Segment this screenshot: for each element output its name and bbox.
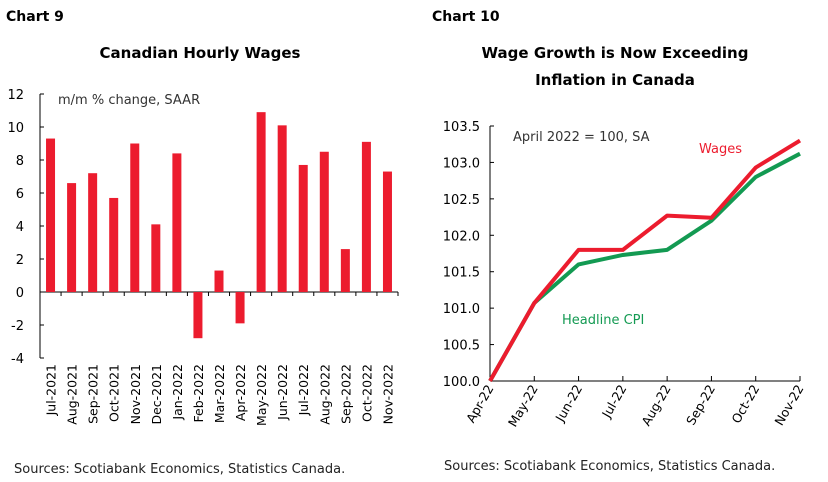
- y-tick-label: 103.0: [443, 156, 480, 171]
- y-tick-label: 10: [7, 121, 24, 136]
- x-tick-label: Aug-22: [638, 382, 673, 428]
- series-line-wages: [488, 138, 802, 382]
- y-tick-label: 102.5: [443, 193, 480, 208]
- x-tick-label: Nov-22: [771, 382, 806, 428]
- x-tick-label: Apr-2022: [233, 364, 248, 421]
- y-tick-label: 102.0: [443, 229, 480, 244]
- x-tick-label: Jun-22: [552, 382, 585, 425]
- chart-annotation: April 2022 = 100, SA: [513, 130, 650, 145]
- x-tick-label: Feb-2022: [191, 364, 206, 422]
- y-tick-label: 101.0: [443, 302, 480, 317]
- x-tick-label: Jul-2022: [296, 364, 311, 416]
- x-tick-label: Mar-2022: [212, 364, 227, 423]
- chart-annotation: m/m % change, SAAR: [58, 93, 200, 108]
- bar-jul-2021: [46, 138, 56, 292]
- y-tick-label: 8: [16, 154, 24, 169]
- x-tick-label: Nov-2021: [128, 364, 143, 424]
- y-tick-label: 100.5: [443, 339, 480, 354]
- x-tick-label: Sep-22: [683, 382, 718, 428]
- y-tick-label: 103.5: [443, 120, 480, 135]
- y-tick-label: -4: [11, 352, 24, 367]
- x-tick-label: Jan-2022: [170, 364, 185, 421]
- y-tick-label: 2: [16, 253, 24, 268]
- chart-title: Canadian Hourly Wages: [100, 44, 301, 62]
- x-tick-label: Oct-22: [728, 382, 762, 426]
- y-tick-label: 0: [16, 286, 24, 301]
- y-tick-label: 100.0: [443, 375, 480, 390]
- chart-source: Sources: Scotiabank Economics, Statistic…: [444, 459, 775, 474]
- bar-oct-2021: [109, 197, 119, 292]
- bar-may-2022: [256, 112, 266, 293]
- chart-source: Sources: Scotiabank Economics, Statistic…: [14, 462, 345, 477]
- x-tick-label: Nov-2022: [380, 364, 395, 424]
- bar-jun-2022: [277, 125, 287, 292]
- x-tick-label: Dec-2021: [149, 364, 164, 425]
- x-tick-label: May-2022: [254, 364, 269, 426]
- x-tick-label: Jul-22: [598, 382, 629, 421]
- bar-sep-2021: [88, 173, 98, 292]
- bar-nov-2022: [382, 171, 392, 292]
- bar-feb-2022: [193, 292, 203, 339]
- bar-apr-2022: [235, 292, 245, 324]
- bar-nov-2021: [130, 143, 140, 292]
- bar-aug-2021: [67, 183, 77, 292]
- bar-dec-2021: [151, 224, 161, 292]
- chart-title: Inflation in Canada: [535, 71, 695, 89]
- bar-sep-2022: [340, 249, 350, 292]
- chart-number-label: Chart 10: [432, 9, 500, 25]
- bar-mar-2022: [214, 270, 224, 292]
- series-line-headline-cpi: [488, 151, 801, 382]
- bar-jan-2022: [172, 153, 182, 292]
- x-tick-label: Sep-2022: [338, 364, 353, 424]
- x-tick-label: Aug-2022: [317, 364, 332, 425]
- x-tick-label: Jun-2022: [275, 364, 290, 421]
- x-tick-label: Oct-2021: [107, 364, 122, 422]
- y-tick-label: 6: [16, 187, 24, 202]
- x-tick-label: May-22: [505, 382, 541, 429]
- x-tick-label: Jul-2021: [44, 364, 59, 416]
- legend-label-wages: Wages: [699, 142, 742, 157]
- x-tick-label: Oct-2022: [359, 364, 374, 422]
- x-tick-label: Aug-2021: [65, 364, 80, 425]
- y-tick-label: 101.5: [443, 266, 480, 281]
- bar-oct-2022: [361, 141, 371, 292]
- y-tick-label: -2: [11, 319, 24, 334]
- bar-jul-2022: [298, 164, 308, 292]
- y-tick-label: 4: [16, 220, 24, 235]
- bar-aug-2022: [319, 151, 329, 292]
- chart-number-label: Chart 9: [6, 9, 64, 25]
- chart-title: Wage Growth is Now Exceeding: [482, 44, 749, 62]
- x-tick-label: Sep-2021: [86, 364, 101, 424]
- y-tick-label: 12: [7, 88, 24, 103]
- legend-label-headline-cpi: Headline CPI: [562, 313, 644, 328]
